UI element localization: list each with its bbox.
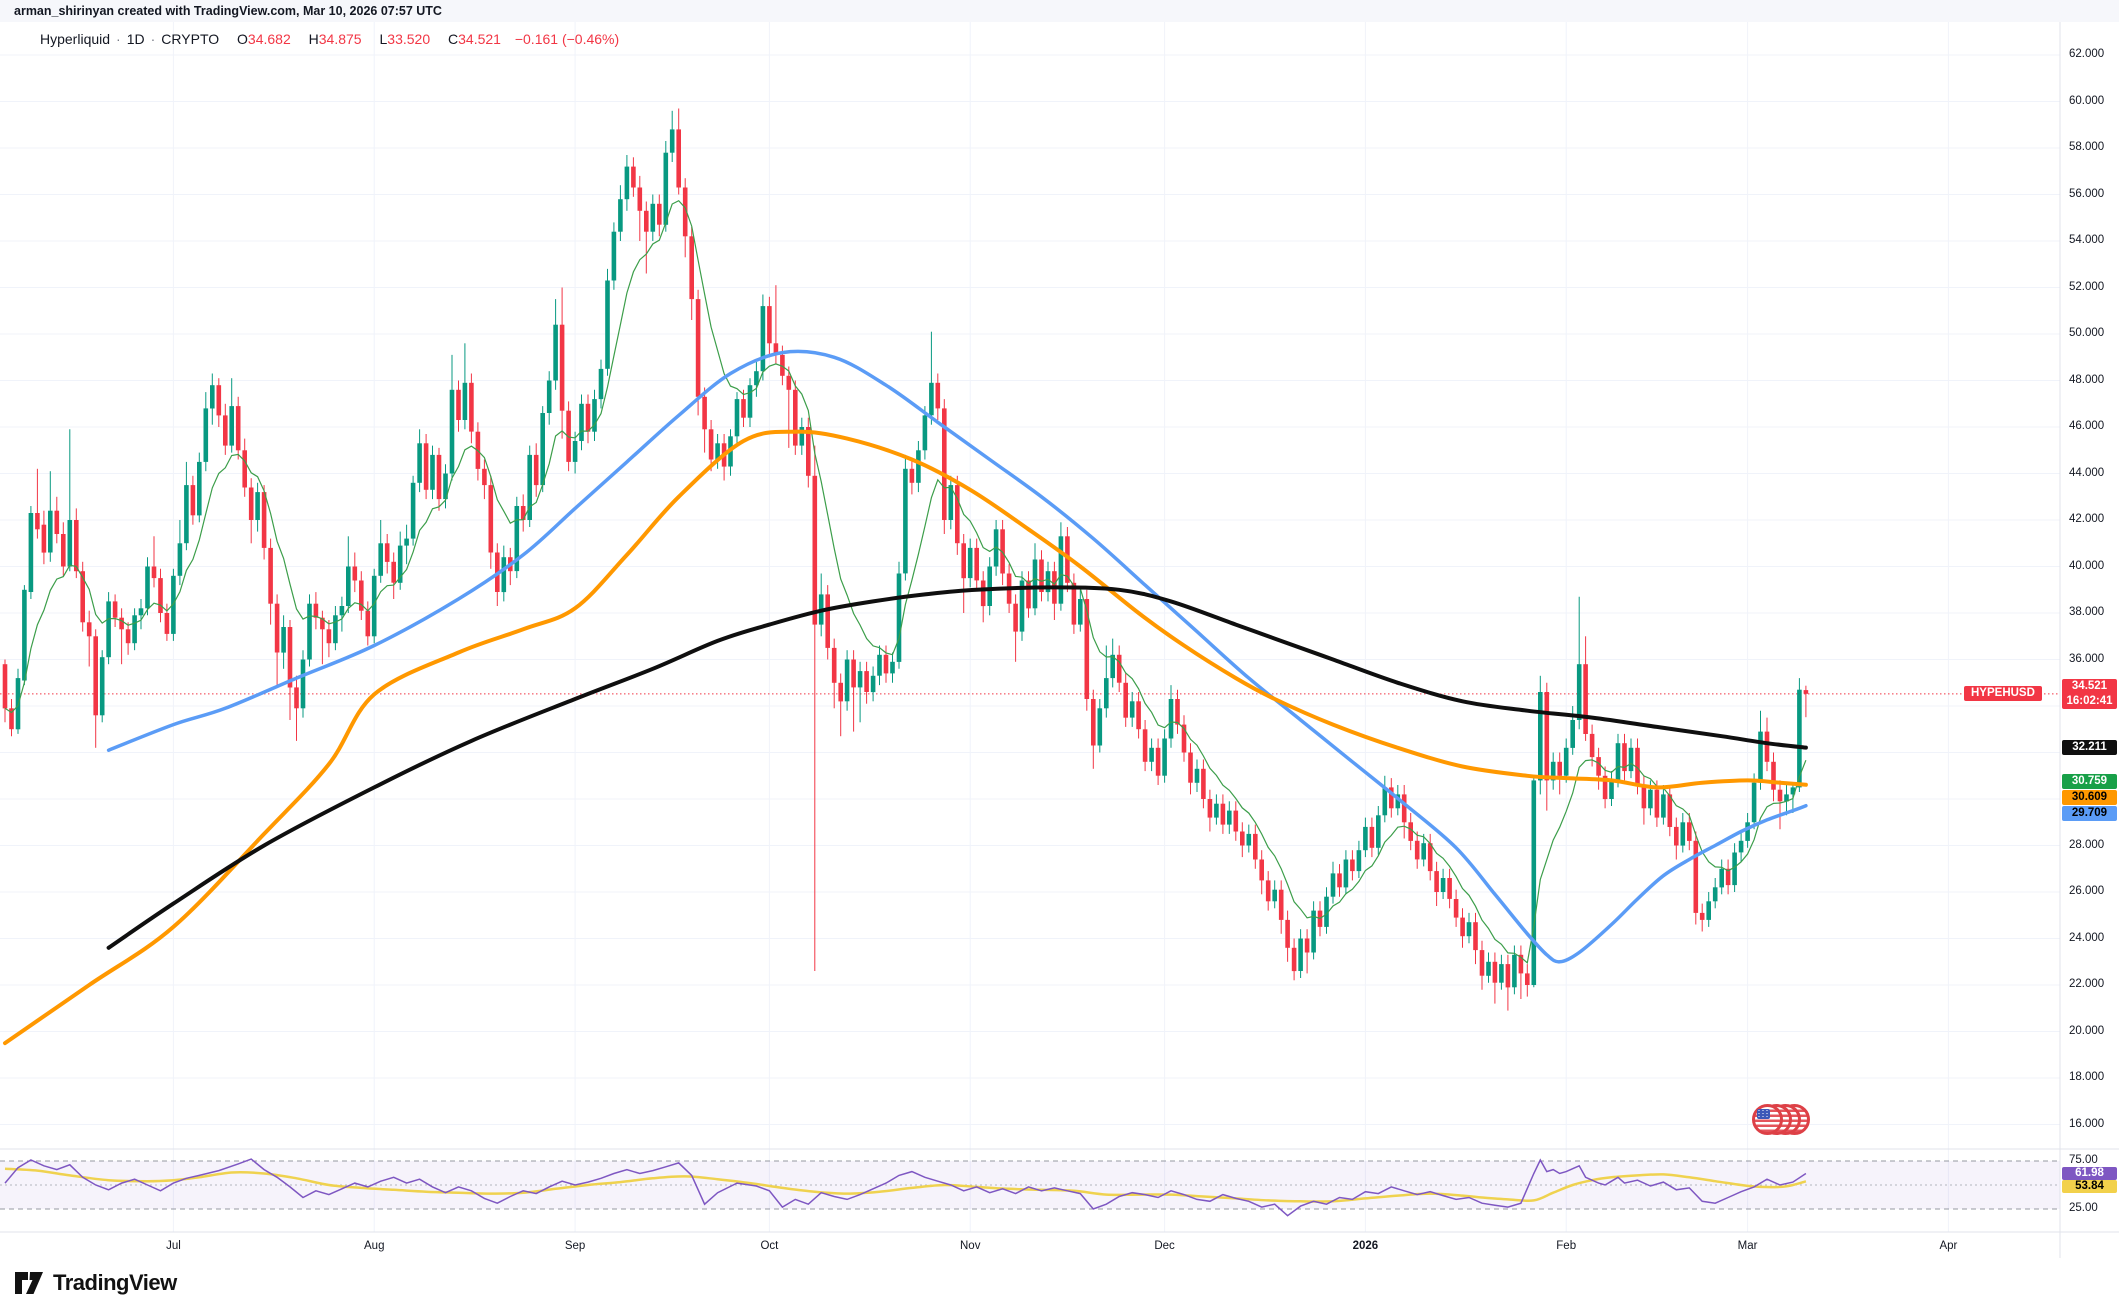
time-tick-label: Nov (959, 1240, 981, 1252)
rsi-tick-label: 25.00 (2069, 1202, 2098, 1214)
tradingview-logo-text: TradingView (53, 1270, 177, 1295)
price-tick-label: 22.000 (2069, 978, 2105, 990)
price-tick-label: 16.000 (2069, 1117, 2105, 1130)
price-badge: 34.521 16:02:41 (2062, 678, 2117, 709)
price-tick-label: 36.000 (2069, 652, 2105, 665)
high-label: H (308, 31, 319, 47)
price-tick-label: 20.000 (2069, 1024, 2105, 1037)
symbol-price-flag: HYPEHUSD (1964, 686, 2042, 702)
price-tick-label: 40.000 (2069, 559, 2105, 572)
time-tick-label: Apr (1939, 1240, 1958, 1252)
legend-market: CRYPTO (161, 31, 220, 47)
price-tick-label: 60.000 (2069, 94, 2105, 107)
price-tick-label: 52.000 (2069, 280, 2105, 293)
rsi-badge: 61.98 (2062, 1166, 2117, 1180)
time-tick-label: Mar (1737, 1240, 1758, 1252)
low-label: L (379, 31, 388, 47)
open-value: 34.682 (247, 31, 291, 47)
open-label: O (237, 31, 248, 47)
price-tick-label: 18.000 (2069, 1071, 2105, 1083)
time-tick-label: Feb (1556, 1240, 1577, 1252)
flag-canton (1757, 1109, 1770, 1119)
change-value: −0.161 (−0.46%) (514, 31, 620, 47)
rsi-tick-label: 75.00 (2069, 1154, 2098, 1166)
attribution-text: arman_shirinyan created with TradingView… (0, 0, 2119, 22)
price-tick-label: 46.000 (2069, 420, 2105, 432)
price-tick-label: 44.000 (2069, 466, 2105, 479)
price-tick-label: 48.000 (2069, 373, 2105, 386)
price-tick-label: 50.000 (2069, 327, 2105, 339)
price-tick-label: 62.000 (2069, 48, 2105, 60)
price-tick-label: 58.000 (2069, 141, 2105, 153)
us-flag-icon (1752, 1104, 1783, 1135)
time-tick-label: 2026 (1352, 1240, 1379, 1252)
price-tick-label: 28.000 (2069, 838, 2105, 851)
price-tick-label: 24.000 (2069, 931, 2105, 944)
price-tick-label: 54.000 (2069, 234, 2105, 246)
price-badge: 30.609 (2062, 789, 2117, 805)
close-value: 34.521 (458, 31, 501, 47)
close-label: C (448, 31, 459, 47)
legend-symbol[interactable]: Hyperliquid (40, 31, 111, 47)
price-tick-label: 26.000 (2069, 885, 2105, 897)
time-tick-label: Oct (760, 1240, 779, 1252)
tradingview-logo[interactable]: TradingView (14, 1270, 177, 1296)
time-scale[interactable]: Jul Aug Sep Oct Nov Dec 2026 Feb Mar Apr (0, 1236, 2119, 1258)
rsi-badge: 53.84 (2062, 1180, 2117, 1194)
price-tick-label: 42.000 (2069, 513, 2105, 525)
price-badge: 30.759 (2062, 773, 2117, 789)
low-value: 33.520 (387, 31, 431, 47)
chart-legend[interactable]: Hyperliquid · 1D · CRYPTO O34.682 H34.875 L3… (40, 31, 620, 47)
price-badge: 29.709 (2062, 805, 2117, 821)
price-tick-label: 56.000 (2069, 187, 2105, 200)
time-tick-label: Aug (364, 1240, 385, 1252)
high-value: 34.875 (318, 31, 362, 47)
time-tick-label: Dec (1154, 1240, 1175, 1252)
legend-interval[interactable]: 1D (126, 31, 145, 47)
price-badge: 32.211 (2062, 740, 2117, 756)
us-flag-sticker-cluster[interactable] (1752, 1102, 1822, 1140)
price-tick-label: 38.000 (2069, 606, 2105, 618)
tradingview-logo-icon (15, 1272, 43, 1294)
time-tick-label: Jul (166, 1240, 181, 1252)
time-tick-label: Sep (564, 1240, 586, 1252)
